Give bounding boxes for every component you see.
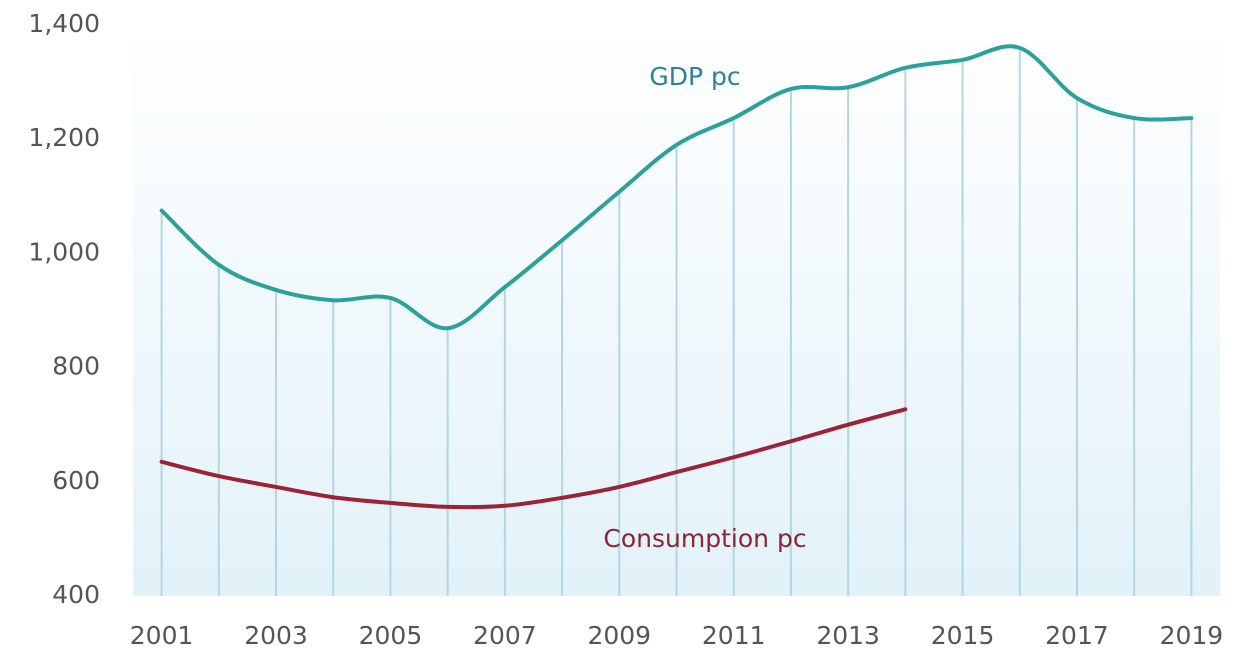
x-tick-label: 2009 (587, 621, 651, 650)
x-tick-label: 2015 (931, 621, 995, 650)
x-tick-label: 2007 (473, 621, 537, 650)
y-tick-label: 1,400 (28, 9, 100, 38)
series-label: GDP pc (649, 62, 740, 91)
series-label: Consumption pc (603, 524, 806, 553)
x-tick-label: 2019 (1160, 621, 1224, 650)
y-tick-label: 1,000 (28, 237, 100, 266)
y-tick-label: 1,200 (28, 123, 100, 152)
y-tick-label: 800 (52, 352, 100, 381)
series-line (159, 44, 1194, 331)
x-tick-label: 2011 (702, 621, 766, 650)
series-line (159, 407, 908, 510)
x-tick-label: 2005 (359, 621, 423, 650)
y-tick-label: 600 (52, 466, 100, 495)
y-tick-label: 400 (52, 580, 100, 609)
x-tick-label: 2003 (244, 621, 308, 650)
x-tick-label: 2013 (816, 621, 880, 650)
x-tick-label: 2017 (1045, 621, 1109, 650)
x-tick-label: 2001 (130, 621, 194, 650)
